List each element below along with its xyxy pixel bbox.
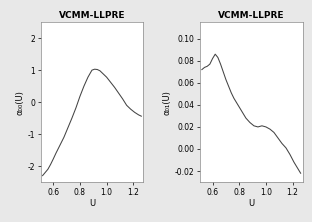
X-axis label: U: U	[248, 199, 254, 208]
X-axis label: U: U	[89, 199, 95, 208]
Y-axis label: α₀₀(U): α₀₀(U)	[16, 90, 25, 115]
Y-axis label: α₀₁(U): α₀₁(U)	[163, 90, 172, 115]
Title: VCMM-LLPRE: VCMM-LLPRE	[59, 11, 125, 20]
Title: VCMM-LLPRE: VCMM-LLPRE	[218, 11, 285, 20]
